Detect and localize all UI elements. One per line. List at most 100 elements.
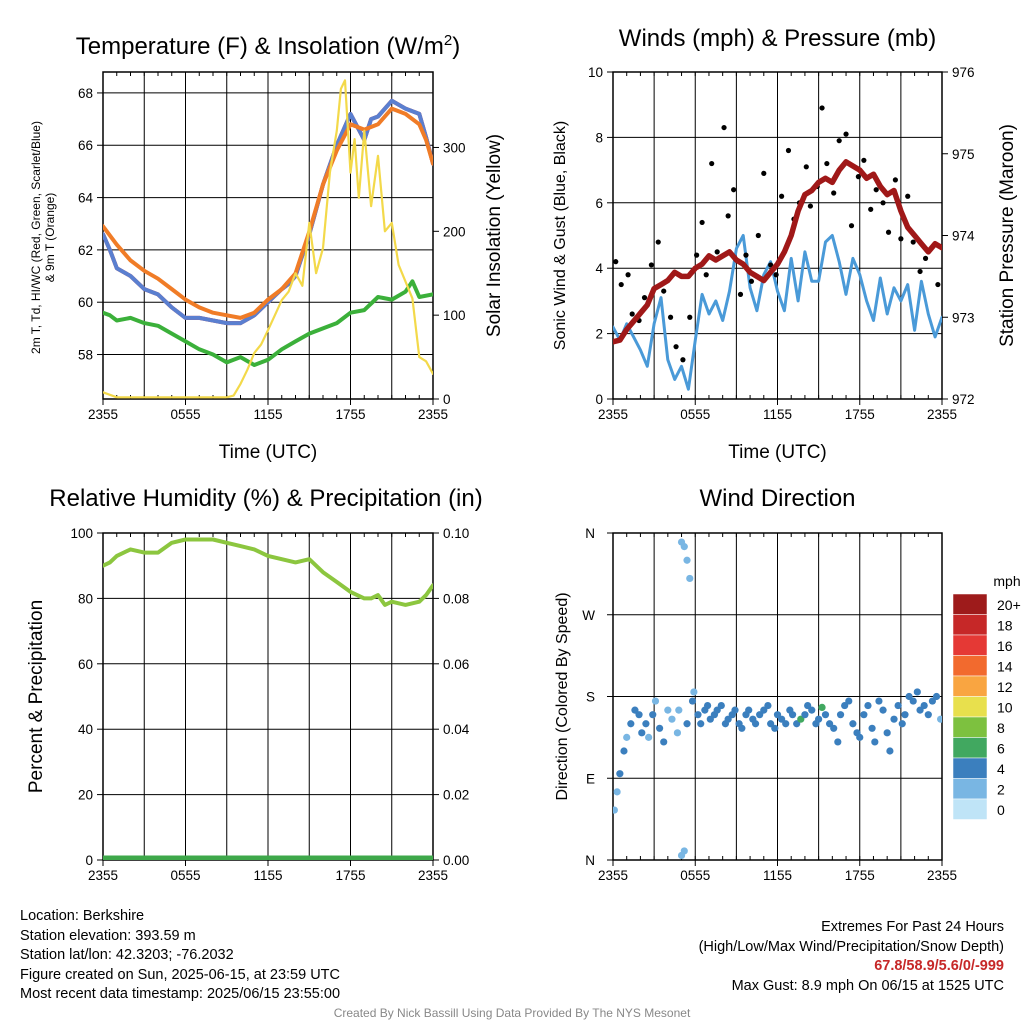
direction-point [788, 711, 797, 719]
x-tick-label: 2355 [927, 407, 957, 422]
extremes-panel: Extremes For Past 24 Hours (High/Low/Max… [699, 918, 1004, 996]
chart-title: Winds (mph) & Pressure (mb) [619, 25, 936, 52]
y-tick-label: 60 [78, 657, 93, 672]
direction-point [649, 711, 657, 719]
gust-point [737, 291, 744, 297]
rh-panel: 2355 0555 1155 1755 23550204060801000.000.02… [26, 485, 483, 883]
x-tick-label: 1755 [335, 407, 365, 422]
gust-point [667, 314, 674, 320]
gust-point [703, 272, 709, 278]
legend-swatch [952, 696, 988, 718]
legend-label: 10 [997, 700, 1013, 716]
series-rh [103, 537, 433, 607]
gust-point [661, 288, 667, 294]
y2-tick-label: 972 [952, 392, 975, 407]
gust-point [807, 203, 814, 209]
y-tick-label: 64 [78, 191, 94, 206]
legend-swatch [952, 655, 988, 677]
gust-point [714, 249, 720, 255]
direction-point [660, 738, 668, 746]
gust-point [803, 164, 809, 170]
y2-tick-label: 0.08 [443, 591, 469, 606]
gust-point [868, 206, 874, 212]
direction-point [932, 692, 941, 701]
gust-point [699, 219, 705, 226]
gust-point [848, 223, 855, 229]
y-tick-label: 68 [78, 86, 93, 101]
direction-point [849, 720, 857, 728]
y-tick-label: 2 [595, 327, 603, 342]
legend-swatch [952, 675, 988, 697]
direction-point [656, 724, 664, 732]
direction-point [697, 720, 705, 728]
extremes-values: 67.8/58.9/5.6/0/-999 [874, 958, 1004, 974]
gust-point [725, 213, 731, 219]
direction-point [694, 711, 702, 719]
gust-point [935, 281, 941, 288]
y-tick-label: 10 [588, 65, 603, 80]
legend-label: 4 [997, 761, 1005, 777]
legend-label: 16 [997, 638, 1013, 654]
y-tick-label: W [582, 608, 595, 623]
title-close: ) [452, 33, 460, 60]
legend-label: 14 [997, 659, 1013, 675]
x-tick-label: 1155 [763, 868, 792, 883]
direction-point [924, 711, 932, 719]
y-axis-label: 2m T, Td, HI/WC (Red, Green, Scarlet/Blu… [29, 121, 43, 354]
direction-point [871, 738, 879, 746]
direction-point [821, 711, 830, 719]
gust-point [831, 190, 837, 196]
y-axis-label: Percent & Precipitation [26, 600, 47, 793]
x-tick-label: 2355 [418, 407, 448, 422]
y-tick-label: 20 [78, 788, 93, 803]
direction-point [680, 543, 688, 551]
x-tick-label: 2355 [88, 868, 118, 883]
legend-label: 2 [997, 782, 1005, 798]
gust-point [779, 193, 785, 199]
y-axis-label: Sonic Wind & Gust (Blue, Black) [552, 121, 569, 350]
legend-swatch [952, 593, 988, 615]
gust-point [709, 160, 715, 167]
created-text: Figure created on Sun, 2025-06-15, at 23… [20, 966, 340, 983]
y-tick-label: 60 [78, 295, 93, 310]
gust-point [655, 239, 661, 245]
direction-point [673, 729, 682, 737]
x-tick-label: 1155 [253, 868, 282, 883]
direction-point [620, 747, 628, 755]
gust-point [768, 262, 774, 268]
direction-point [683, 720, 691, 728]
x-tick-label: 2355 [598, 407, 628, 422]
direction-point [818, 703, 826, 712]
legend-label: 18 [997, 618, 1013, 634]
direction-point [875, 697, 883, 705]
gust-point [694, 252, 700, 258]
legend-swatch [952, 757, 988, 779]
y2-tick-label: 200 [443, 224, 466, 239]
gust-point [905, 193, 911, 199]
series-pressure [613, 159, 942, 345]
direction-point [836, 711, 845, 719]
direction-point [635, 711, 643, 719]
x-tick-label: 1755 [845, 868, 875, 883]
direction-point [688, 697, 697, 705]
legend-swatch [952, 614, 988, 636]
x-tick-label: 0555 [680, 407, 710, 422]
direction-point [675, 706, 683, 714]
direction-point [864, 701, 872, 710]
gust-point [910, 239, 916, 245]
direction-point [782, 720, 790, 728]
y-tick-label: 0 [85, 853, 93, 868]
y2-tick-label: 0.02 [443, 788, 469, 803]
gust-point [680, 357, 686, 363]
direction-point [879, 706, 887, 714]
gust-point [861, 157, 867, 163]
gust-point [618, 281, 624, 288]
direction-point [651, 697, 660, 705]
legend-title: mph [993, 573, 1020, 589]
series-t9m [103, 106, 433, 320]
wdir-series [613, 538, 942, 860]
direction-point [845, 697, 853, 705]
direction-point [920, 701, 928, 710]
y-tick-label: 6 [595, 196, 603, 211]
